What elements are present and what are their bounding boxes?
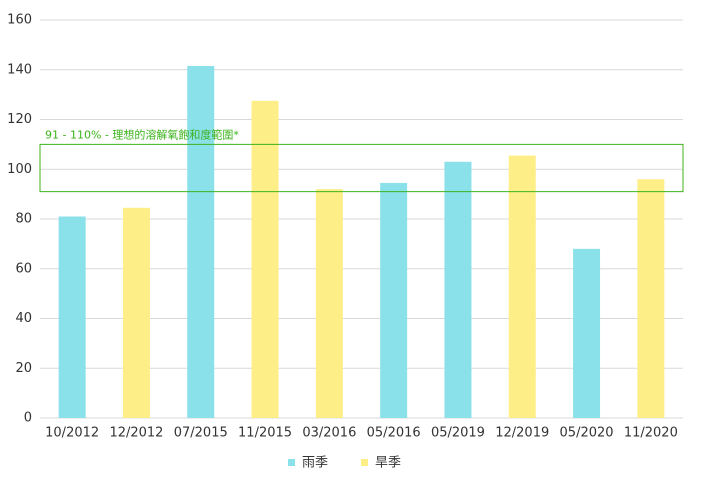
bar [315, 189, 343, 418]
bar [251, 100, 279, 418]
bar [508, 155, 536, 418]
x-tick-label: 05/2016 [367, 426, 421, 441]
bar [122, 207, 150, 418]
x-tick-label: 12/2019 [495, 426, 549, 441]
legend-marker [288, 459, 295, 466]
y-tick-label: 80 [15, 212, 32, 227]
y-tick-label: 0 [24, 411, 32, 426]
bar [637, 179, 665, 418]
x-tick-label: 11/2015 [238, 426, 292, 441]
x-tick-label: 07/2015 [174, 426, 228, 441]
bar [573, 248, 601, 418]
x-tick-label: 10/2012 [45, 426, 99, 441]
x-tick-label: 05/2020 [560, 426, 614, 441]
legend-label: 雨季 [302, 456, 328, 471]
y-tick-label: 140 [7, 62, 32, 77]
x-tick-label: 12/2012 [109, 426, 163, 441]
bar [444, 161, 472, 418]
band-label: 91 - 110% - 理想的溶解氧飽和度範圍* [45, 127, 239, 141]
bar [187, 66, 215, 419]
y-tick-label: 160 [7, 13, 32, 28]
bar [380, 182, 408, 418]
target-band [39, 143, 684, 193]
x-tick-label: 03/2016 [302, 426, 356, 441]
legend-marker [361, 459, 368, 466]
legend-label: 旱季 [375, 456, 401, 471]
x-tick-label: 05/2019 [431, 426, 485, 441]
y-tick-label: 20 [15, 361, 32, 376]
bar [58, 216, 86, 418]
x-tick-label: 11/2020 [624, 426, 678, 441]
y-tick-label: 60 [15, 261, 32, 276]
y-tick-label: 100 [7, 162, 32, 177]
y-tick-label: 40 [15, 311, 32, 326]
y-tick-label: 120 [7, 112, 32, 127]
